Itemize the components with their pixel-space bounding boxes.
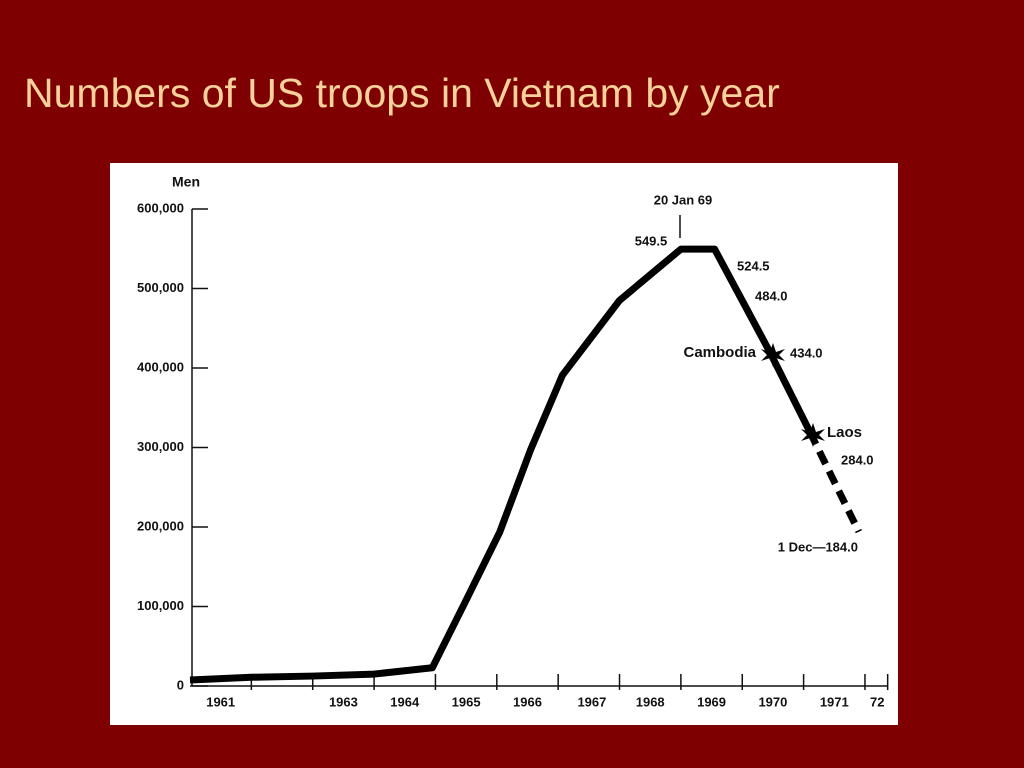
y-axis-label: Men	[172, 174, 200, 190]
y-tick-label: 0	[177, 677, 184, 692]
y-tick-label: 500,000	[137, 280, 184, 295]
annotation: 20 Jan 69	[654, 192, 713, 207]
annotation: 524.5	[737, 258, 770, 273]
y-tick-label: 200,000	[137, 518, 184, 533]
x-tick-label: 1965	[452, 694, 481, 709]
annotation: 1 Dec—184.0	[778, 539, 858, 554]
annotation: 484.0	[755, 288, 788, 303]
y-tick-label: 300,000	[137, 439, 184, 454]
x-tick-label: 1967	[577, 694, 606, 709]
annotation: 284.0	[841, 452, 874, 467]
x-tick-label: 72	[870, 694, 884, 709]
y-tick-label: 100,000	[137, 598, 184, 613]
y-tick-label: 400,000	[137, 359, 184, 374]
x-tick-label: 1968	[636, 694, 665, 709]
annotation: 549.5	[635, 233, 668, 248]
troop-line	[189, 245, 813, 684]
x-tick-label: 1969	[697, 694, 726, 709]
y-tick-label: 600,000	[137, 200, 184, 215]
annotation: 434.0	[790, 345, 823, 360]
x-tick-label: 1971	[820, 694, 849, 709]
x-tick-label: 1963	[329, 694, 358, 709]
x-tick-label: 1970	[758, 694, 787, 709]
chart: Men 0 100,000 200,000 300,000 400,000 500,000…	[110, 163, 898, 725]
x-tick-label: 1961	[206, 694, 235, 709]
troop-line	[806, 430, 862, 534]
x-tick-label: 1966	[513, 694, 542, 709]
slide-title: Numbers of US troops in Vietnam by year	[24, 70, 780, 116]
chart-background	[110, 163, 898, 725]
annotation: Laos	[827, 424, 862, 441]
annotation: Cambodia	[683, 344, 756, 361]
x-tick-label: 1964	[390, 694, 420, 709]
